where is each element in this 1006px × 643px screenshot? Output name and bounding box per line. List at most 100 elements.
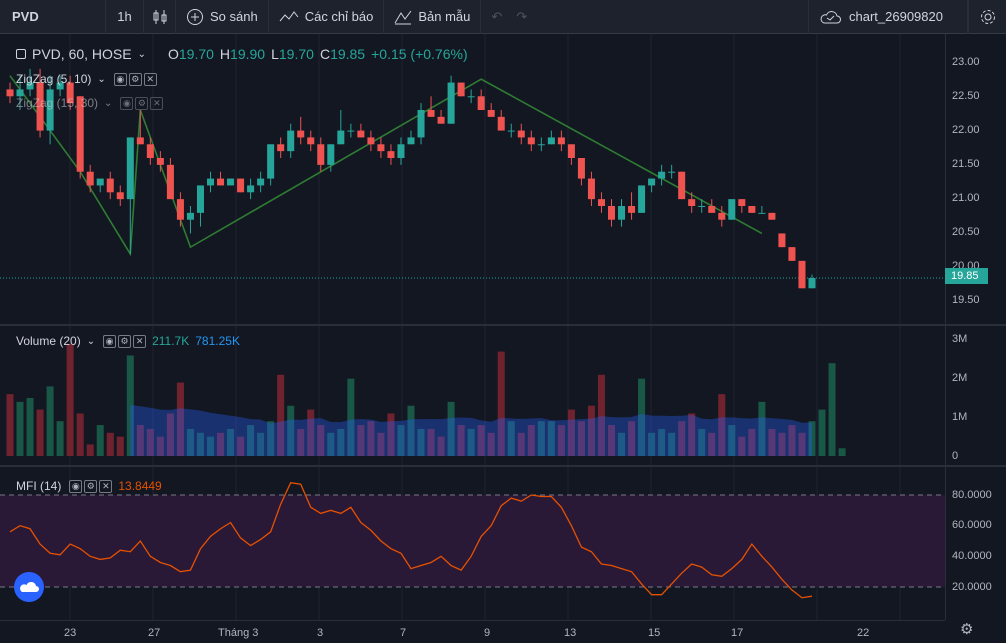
volume-bar	[587, 405, 595, 456]
pane-separator[interactable]	[0, 465, 1006, 467]
legend-title[interactable]: PVD, 60, HOSE	[32, 46, 132, 62]
close-icon[interactable]: ✕	[99, 479, 113, 493]
candle-body	[156, 158, 164, 165]
time-axis[interactable]: 23 27 Tháng 3 3 7 9 13 15 17 22	[0, 620, 945, 643]
gear-icon[interactable]: ⚙	[118, 334, 132, 348]
time-tick: 7	[400, 627, 407, 639]
symbol-search-button[interactable]: PVD	[0, 0, 106, 34]
pane-separator[interactable]	[0, 324, 1006, 326]
volume-bar	[547, 421, 555, 456]
volume-bar	[206, 436, 215, 456]
chart-type-button[interactable]	[144, 0, 176, 34]
price-axis[interactable]	[945, 34, 1006, 324]
mfi-plot	[0, 482, 945, 599]
candle-body	[547, 137, 555, 145]
volume-bar	[738, 436, 746, 456]
gear-icon[interactable]: ⚙	[135, 96, 149, 110]
undo-icon[interactable]: ↶	[491, 8, 503, 24]
volume-bar	[96, 425, 104, 456]
chevron-down-icon[interactable]: ⌄	[104, 97, 113, 109]
volume-bar	[437, 436, 445, 456]
settings-button[interactable]	[968, 0, 1006, 34]
zigzag1-label[interactable]: ZigZag (5, 10)	[16, 72, 92, 86]
square-icon	[16, 49, 26, 59]
volume-bar	[618, 432, 626, 456]
volume-bar	[507, 421, 515, 456]
symbol-label: PVD	[12, 9, 39, 24]
mfi-axis[interactable]	[945, 467, 1006, 620]
axis-settings-icon[interactable]: ⚙	[960, 621, 974, 638]
candle-body	[658, 171, 666, 179]
chevron-down-icon[interactable]: ⌄	[137, 48, 146, 60]
candle-body	[16, 89, 24, 97]
volume-ma-value: 781.25K	[195, 334, 240, 348]
last-price-label: 19.85	[945, 268, 988, 284]
volume-bar	[688, 413, 696, 456]
chevron-down-icon[interactable]: ⌄	[97, 73, 106, 85]
volume-bar	[808, 421, 816, 456]
close-icon[interactable]: ✕	[133, 334, 147, 348]
candle-body	[267, 144, 275, 179]
chart-area[interactable]	[0, 34, 1006, 643]
candle-body	[517, 130, 525, 138]
zigzag2-label[interactable]: ZigZag (15, 30)	[16, 96, 99, 110]
candle-body	[217, 178, 225, 186]
candle-body	[758, 212, 766, 214]
volume-bar	[417, 428, 425, 456]
gear-icon[interactable]: ⚙	[84, 479, 98, 493]
volume-bar	[427, 428, 435, 456]
interval-button[interactable]: 1h	[106, 0, 144, 34]
volume-bar	[557, 425, 565, 456]
templates-button[interactable]: Bản mẫu	[384, 0, 482, 34]
candle-body	[738, 199, 746, 206]
candle-body	[166, 164, 174, 200]
chevron-down-icon[interactable]: ⌄	[86, 335, 96, 347]
eye-icon[interactable]: ◉	[69, 479, 83, 493]
gear-icon[interactable]: ⚙	[128, 72, 142, 86]
eye-icon[interactable]: ◉	[120, 96, 134, 110]
volume-bar	[146, 428, 154, 456]
volume-bar	[527, 425, 535, 456]
candle-body	[688, 199, 696, 206]
candle-body	[618, 206, 626, 220]
volume-bar	[36, 409, 44, 456]
close-icon[interactable]: ✕	[150, 96, 164, 110]
mfi-tick: 40.0000	[952, 550, 992, 562]
candles	[6, 68, 816, 289]
candle-body	[527, 137, 535, 145]
time-tick: 17	[731, 627, 744, 639]
volume-bar	[237, 436, 245, 456]
volume-value: 211.7K	[152, 334, 190, 348]
redo-icon[interactable]: ↷	[516, 8, 528, 24]
close-icon[interactable]: ✕	[143, 72, 157, 86]
price-tick: 19.50	[952, 294, 980, 306]
volume-bar	[166, 413, 174, 456]
price-tick: 21.50	[952, 158, 980, 170]
candle-body	[176, 199, 184, 220]
tradingview-logo-button[interactable]	[14, 572, 44, 602]
volume-bar	[277, 374, 285, 456]
candle-body	[537, 144, 545, 146]
volume-bar	[778, 432, 786, 456]
ohlc-high: H19.90	[219, 46, 266, 62]
mfi-label[interactable]: MFI (14)	[16, 479, 62, 493]
indicators-button[interactable]: Các chỉ báo	[269, 0, 385, 34]
candle-body	[327, 144, 335, 165]
volume-axis[interactable]	[945, 326, 1006, 465]
candle-body	[237, 178, 245, 193]
volume-bar	[6, 394, 14, 456]
plus-circle-icon	[187, 8, 203, 25]
volume-bar	[66, 343, 74, 456]
price-tick: 22.00	[952, 124, 980, 136]
candle-body	[788, 247, 796, 261]
save-layout-button[interactable]: chart_26909820	[808, 0, 968, 34]
volume-bar	[367, 421, 375, 456]
eye-icon[interactable]: ◉	[113, 72, 127, 86]
volume-label[interactable]: Volume (20)	[16, 334, 81, 348]
candle-body	[808, 278, 816, 289]
eye-icon[interactable]: ◉	[103, 334, 117, 348]
candle-body	[287, 130, 295, 152]
volume-bar	[307, 409, 315, 456]
volume-bar	[227, 428, 235, 456]
compare-button[interactable]: So sánh	[176, 0, 269, 34]
